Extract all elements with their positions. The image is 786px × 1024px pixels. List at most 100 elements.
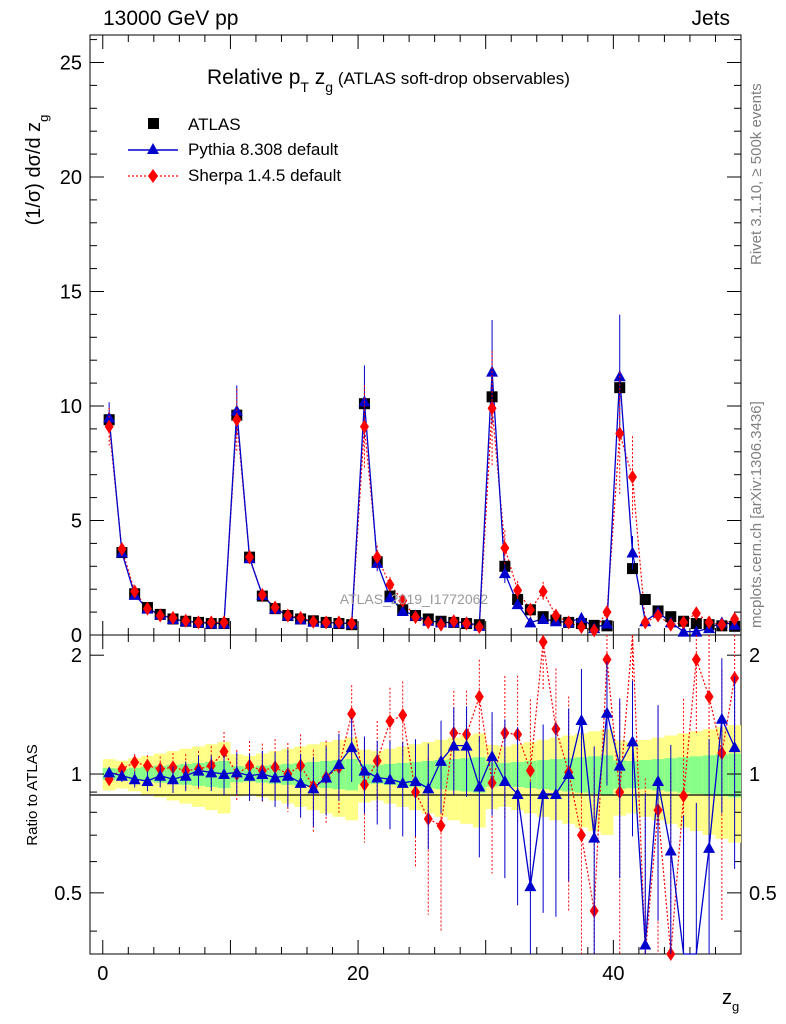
pythia-ratio-point: [626, 735, 639, 747]
pythia-ratio-point: [715, 712, 728, 724]
pythia-ratio-point: [664, 844, 677, 856]
sherpa-point: [666, 617, 676, 632]
pythia-ratio-point: [243, 769, 256, 781]
ratio-axes: 0 20 40 0.5 0.5 1 1 2 2: [54, 635, 777, 985]
sherpa-point: [525, 602, 535, 617]
ratio-band-stat: [689, 756, 703, 794]
sherpa-point: [245, 550, 255, 565]
sherpa-point: [628, 469, 637, 484]
mcplots-reference-text: mcplots.cern.ch [arXiv:1306.3436]: [748, 401, 765, 628]
main-y-tick-label: 15: [60, 281, 82, 303]
pythia-ratio-point: [166, 773, 179, 785]
x-tick-label: 20: [347, 963, 369, 985]
main-y-tick-label: 20: [60, 167, 82, 189]
legend-label-atlas: ATLAS: [188, 115, 241, 134]
pythia-point: [383, 591, 396, 603]
sherpa-point: [717, 617, 727, 632]
sherpa-point: [691, 606, 701, 621]
ratio-y-tick-label-right: 1: [749, 764, 760, 786]
x-axis-label: zg: [722, 987, 739, 1014]
sherpa-point: [436, 617, 446, 632]
sherpa-ratio-point: [436, 818, 446, 833]
sherpa-point: [308, 614, 318, 629]
sherpa-ratio-point: [525, 763, 535, 778]
pythia-point: [396, 604, 409, 616]
ratio-series-layer: [103, 634, 741, 961]
ratio-y-axis-label: Ratio to ATLAS: [24, 744, 41, 845]
sherpa-point: [602, 605, 612, 620]
pythia-point: [575, 611, 588, 623]
sherpa-ratio-point: [385, 714, 395, 729]
legend-label-pythia: Pythia 8.308 default: [188, 140, 339, 159]
sherpa-ratio-point: [219, 744, 229, 759]
main-y-tick-label: 5: [71, 510, 82, 532]
pythia-point: [613, 370, 626, 382]
sherpa-ratio-point: [576, 828, 586, 843]
sherpa-point: [372, 550, 382, 565]
pythia-ratio-point: [256, 768, 269, 780]
sherpa-point: [181, 613, 191, 628]
pythia-point: [677, 625, 690, 637]
sherpa-point: [640, 615, 650, 630]
pythia-ratio-point: [498, 775, 511, 787]
sherpa-point: [487, 401, 497, 416]
pythia-ratio-point: [549, 788, 562, 800]
sherpa-point: [411, 610, 420, 625]
sherpa-point: [679, 615, 689, 630]
pythia-ratio-point: [345, 741, 358, 753]
pythia-ratio-point: [613, 759, 626, 771]
header-process-label: Jets: [691, 7, 730, 30]
sherpa-point: [283, 608, 293, 623]
pythia-point: [626, 546, 639, 558]
pythia-ratio-point: [537, 788, 550, 800]
pythia-ratio-point: [192, 764, 205, 776]
pythia-ratio-point: [320, 771, 333, 783]
pythia-ratio-point: [383, 773, 396, 785]
x-tick-label: 0: [97, 963, 108, 985]
pythia-ratio-point: [205, 766, 218, 778]
ratio-y-tick-label: 1: [71, 764, 82, 786]
sherpa-point: [462, 616, 472, 631]
pythia-ratio-point: [600, 706, 613, 718]
legend-label-sherpa: Sherpa 1.4.5 default: [188, 166, 341, 185]
pythia-ratio-point: [473, 780, 486, 792]
pythia-ratio-point: [652, 775, 665, 787]
sherpa-point: [564, 615, 574, 630]
sherpa-point: [589, 623, 599, 638]
pythia-point: [537, 612, 550, 624]
main-y-tick-label: 25: [60, 52, 82, 74]
pythia-ratio-point: [269, 771, 282, 783]
sherpa-point: [513, 583, 523, 598]
main-axes: 0 5 10 15 20 25: [60, 35, 742, 647]
pythia-ratio-point: [154, 769, 167, 781]
legend-marker-pythia: [147, 143, 159, 154]
pythia-ratio-point: [332, 758, 345, 770]
ratio-y-tick-label: 0.5: [54, 883, 82, 905]
pythia-ratio-point: [511, 788, 524, 800]
pythia-ratio-point: [639, 938, 652, 950]
sherpa-point: [704, 615, 714, 630]
sherpa-point: [117, 542, 127, 557]
legend-item-sherpa: Sherpa 1.4.5 default: [128, 166, 341, 185]
sherpa-point: [398, 593, 408, 608]
ratio-y-tick-label: 2: [71, 645, 82, 667]
sherpa-point: [130, 584, 140, 599]
pythia-ratio-point: [703, 841, 716, 853]
sherpa-point: [347, 616, 357, 631]
pythia-ratio-point: [358, 764, 371, 776]
ratio-band-stat: [638, 760, 652, 790]
ratio-y-tick-label-right: 0.5: [749, 883, 777, 905]
sherpa-point: [257, 587, 267, 602]
sherpa-ratio-point: [679, 788, 689, 803]
pythia-ratio-point: [409, 775, 422, 787]
sherpa-point: [219, 615, 229, 630]
pythia-ratio-point: [422, 782, 435, 794]
pythia-ratio-point: [447, 739, 460, 751]
sherpa-point: [730, 611, 740, 626]
main-y-tick-label: 0: [71, 625, 82, 647]
sherpa-ratio-point: [538, 634, 548, 649]
sherpa-point: [359, 419, 369, 434]
sherpa-ratio-point: [602, 652, 612, 667]
pythia-ratio-point: [179, 769, 192, 781]
